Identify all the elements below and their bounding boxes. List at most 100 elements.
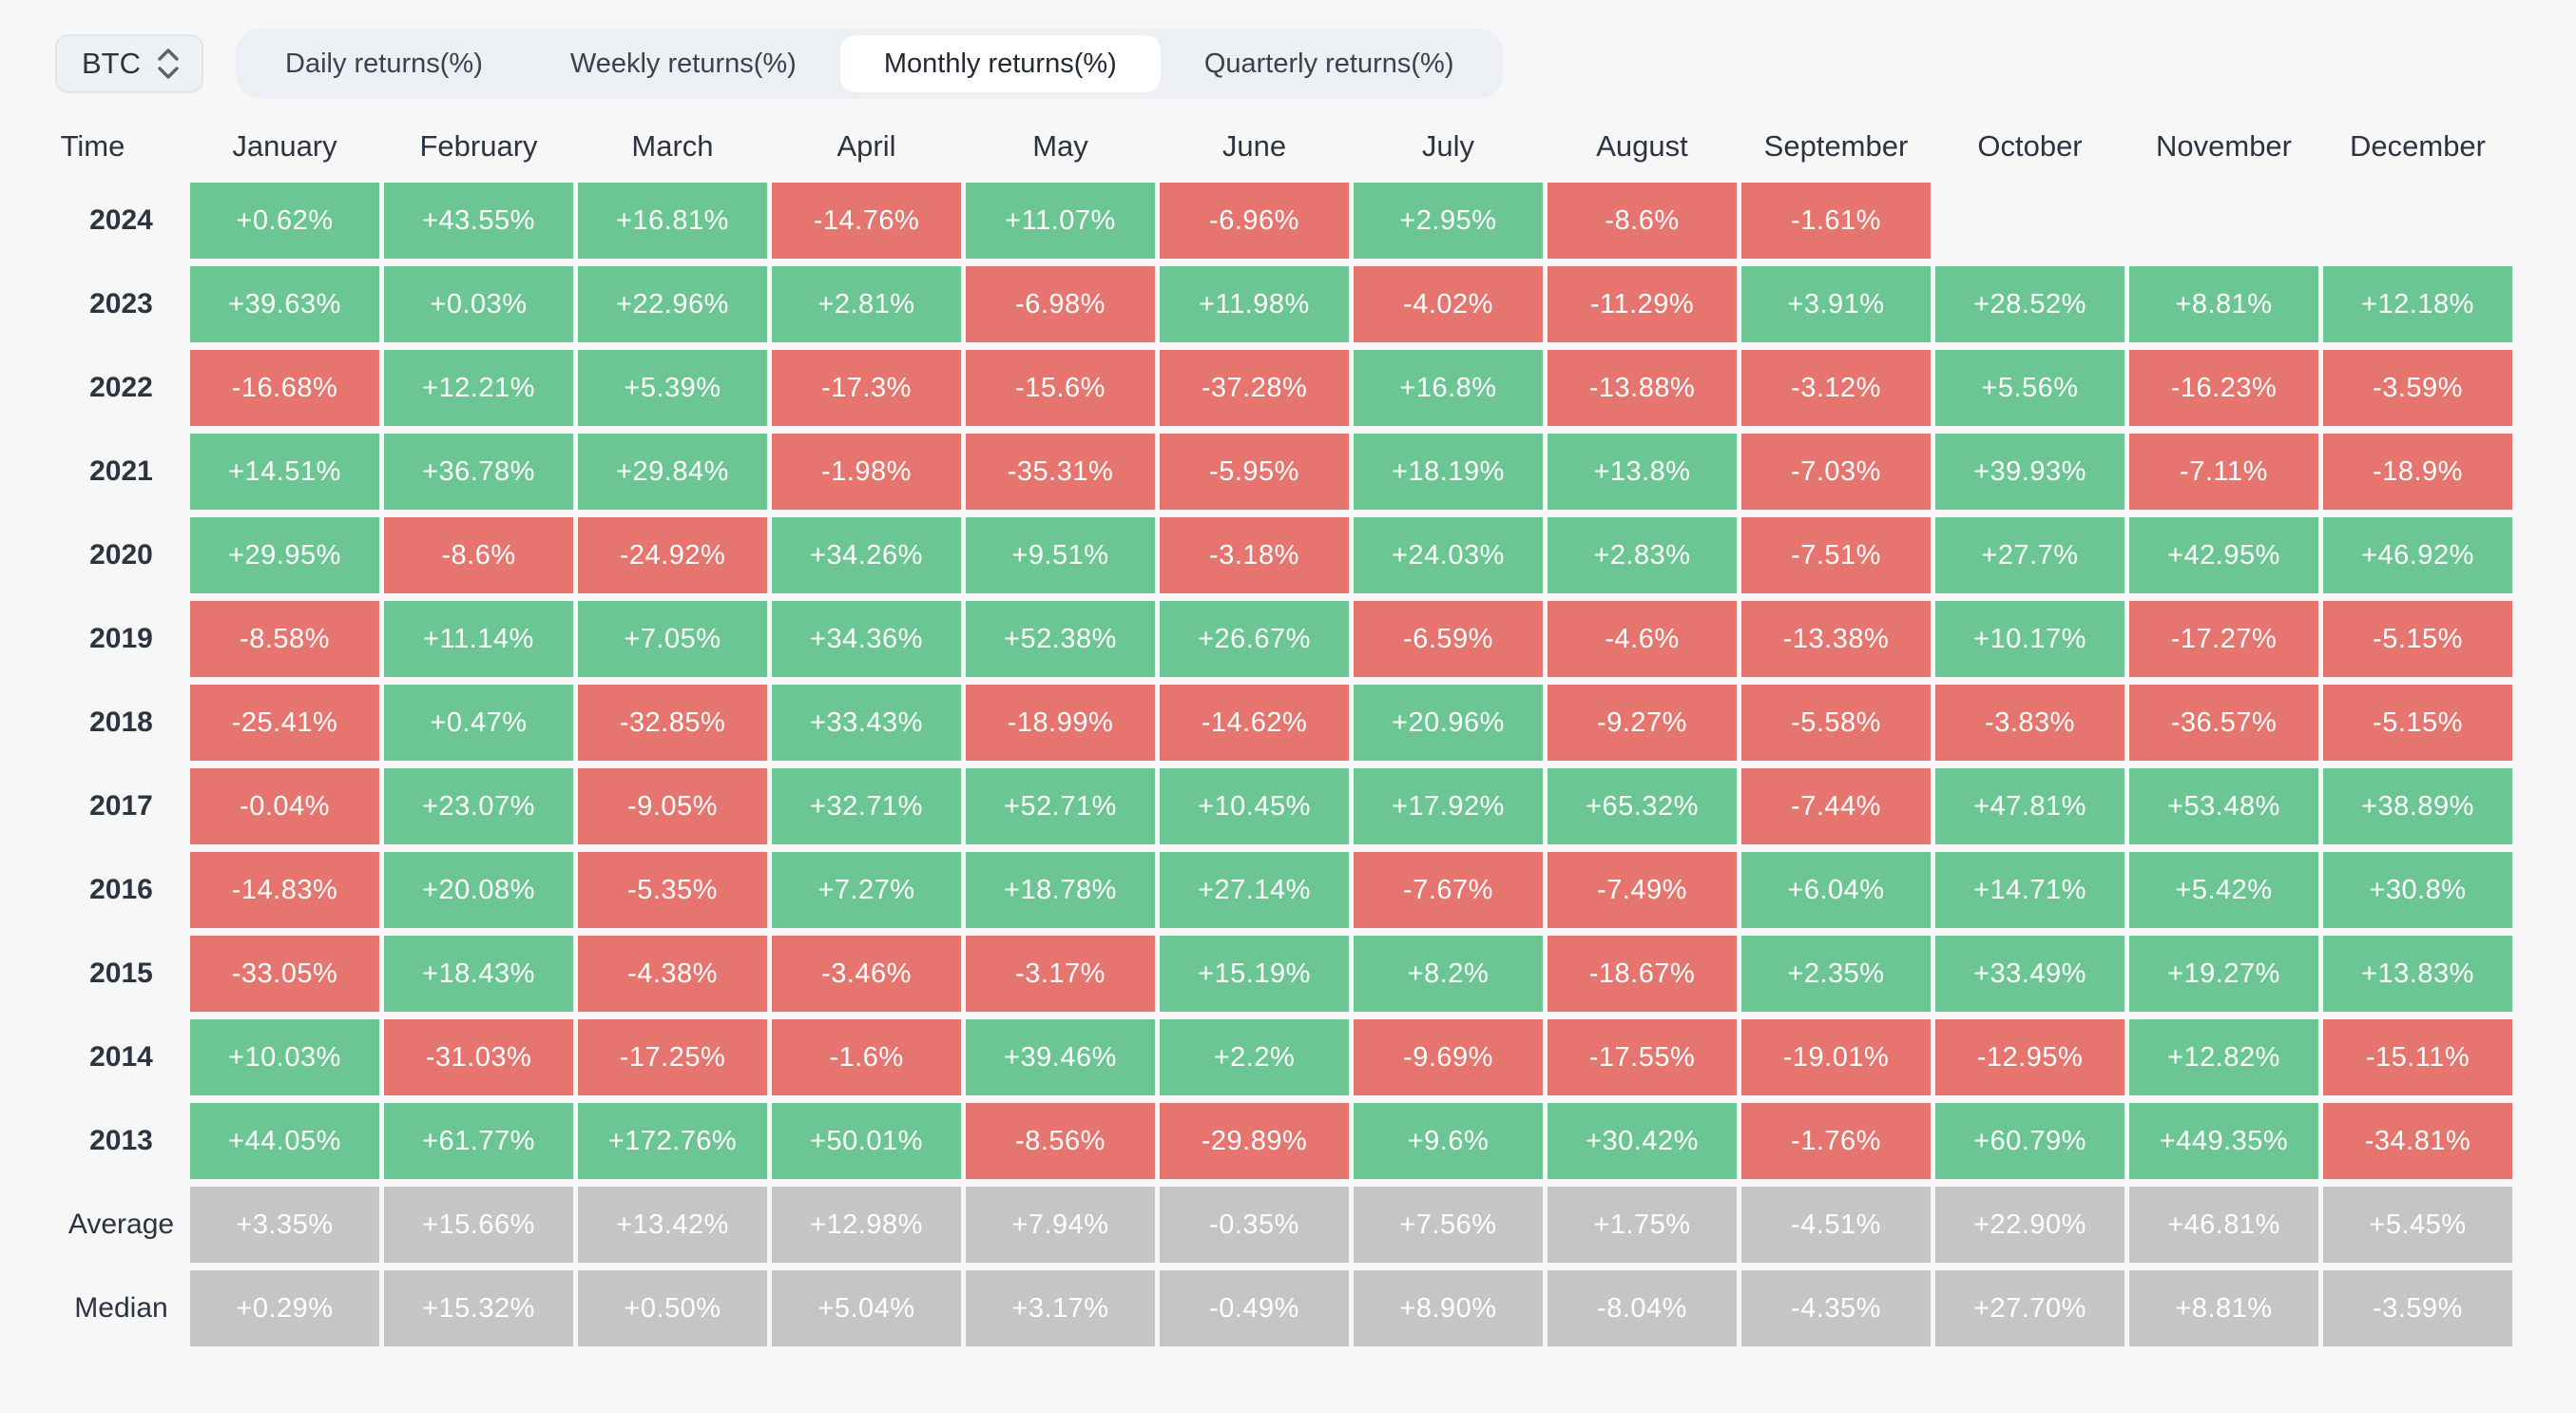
return-cell: +18.78% — [966, 852, 1155, 928]
return-cell: +13.42% — [578, 1187, 767, 1263]
return-cell: +10.03% — [190, 1019, 379, 1095]
return-cell: -17.27% — [2129, 601, 2318, 677]
return-cell: +60.79% — [1935, 1103, 2124, 1179]
return-cell: -0.49% — [1160, 1270, 1349, 1346]
return-cell: +11.07% — [966, 183, 1155, 259]
return-cell: -24.92% — [578, 517, 767, 593]
return-cell: -5.95% — [1160, 434, 1349, 510]
return-cell: -15.6% — [966, 350, 1155, 426]
return-cell: +52.38% — [966, 601, 1155, 677]
return-cell: -5.35% — [578, 852, 767, 928]
return-cell: +5.04% — [772, 1270, 961, 1346]
return-cell: +15.66% — [384, 1187, 573, 1263]
return-cell: -4.51% — [1741, 1187, 1931, 1263]
return-cell: +46.81% — [2129, 1187, 2318, 1263]
tab-bar: Daily returns(%) Weekly returns(%) Monthly… — [236, 29, 1504, 99]
column-header-june: June — [1221, 129, 1287, 163]
return-cell: -0.35% — [1160, 1187, 1349, 1263]
return-cell: +38.89% — [2323, 768, 2512, 844]
return-cell: -15.11% — [2323, 1019, 2512, 1095]
return-cell: +16.8% — [1354, 350, 1543, 426]
return-cell: +0.50% — [578, 1270, 767, 1346]
return-cell: -4.38% — [578, 936, 767, 1012]
return-cell: -18.99% — [966, 685, 1155, 761]
returns-table: Time January February March April May June July… — [0, 118, 2576, 1346]
return-cell: +449.35% — [2129, 1103, 2318, 1179]
return-cell: +36.78% — [384, 434, 573, 510]
return-cell: +15.32% — [384, 1270, 573, 1346]
return-cell: -13.88% — [1548, 350, 1737, 426]
return-cell: -31.03% — [384, 1019, 573, 1095]
empty-cell — [2129, 183, 2318, 259]
return-cell: +5.45% — [2323, 1187, 2512, 1263]
row-label-average: Average — [67, 1209, 175, 1240]
return-cell: -1.61% — [1741, 183, 1931, 259]
tab-monthly-returns[interactable]: Monthly returns(%) — [839, 35, 1161, 92]
return-cell: -3.18% — [1160, 517, 1349, 593]
return-cell: -1.6% — [772, 1019, 961, 1095]
return-cell: +33.49% — [1935, 936, 2124, 1012]
asset-selector[interactable]: BTC — [55, 34, 203, 93]
tab-daily-returns[interactable]: Daily returns(%) — [285, 48, 483, 79]
return-cell: -18.9% — [2323, 434, 2512, 510]
return-cell: +61.77% — [384, 1103, 573, 1179]
return-cell: +53.48% — [2129, 768, 2318, 844]
return-cell: -13.38% — [1741, 601, 1931, 677]
return-cell: +32.71% — [772, 768, 961, 844]
return-cell: -33.05% — [190, 936, 379, 1012]
return-cell: +7.56% — [1354, 1187, 1543, 1263]
return-cell: -7.51% — [1741, 517, 1931, 593]
return-cell: +28.52% — [1935, 266, 2124, 342]
return-cell: -8.6% — [1548, 183, 1737, 259]
return-cell: -4.02% — [1354, 266, 1543, 342]
return-cell: -19.01% — [1741, 1019, 1931, 1095]
return-cell: +13.83% — [2323, 936, 2512, 1012]
return-cell: +6.04% — [1741, 852, 1931, 928]
return-cell: +20.08% — [384, 852, 573, 928]
return-cell: +29.84% — [578, 434, 767, 510]
return-cell: +7.94% — [966, 1187, 1155, 1263]
return-cell: +27.70% — [1935, 1270, 2124, 1346]
return-cell: +172.76% — [578, 1103, 767, 1179]
return-cell: -14.83% — [190, 852, 379, 928]
return-cell: +34.36% — [772, 601, 961, 677]
return-cell: +34.26% — [772, 517, 961, 593]
return-cell: +12.18% — [2323, 266, 2512, 342]
return-cell: -8.58% — [190, 601, 379, 677]
return-cell: -7.03% — [1741, 434, 1931, 510]
return-cell: +5.42% — [2129, 852, 2318, 928]
return-cell: -5.15% — [2323, 685, 2512, 761]
return-cell: +39.63% — [190, 266, 379, 342]
return-cell: -1.98% — [772, 434, 961, 510]
return-cell: +2.81% — [772, 266, 961, 342]
return-cell: +13.8% — [1548, 434, 1737, 510]
return-cell: +11.98% — [1160, 266, 1349, 342]
column-header-september: September — [1763, 129, 1909, 163]
return-cell: -14.62% — [1160, 685, 1349, 761]
return-cell: +10.17% — [1935, 601, 2124, 677]
return-cell: +0.29% — [190, 1270, 379, 1346]
return-cell: +14.71% — [1935, 852, 2124, 928]
return-cell: -0.04% — [190, 768, 379, 844]
return-cell: -17.3% — [772, 350, 961, 426]
return-cell: +2.83% — [1548, 517, 1737, 593]
return-cell: +11.14% — [384, 601, 573, 677]
return-cell: +44.05% — [190, 1103, 379, 1179]
tab-weekly-returns[interactable]: Weekly returns(%) — [569, 48, 797, 79]
row-label-2019: 2019 — [89, 623, 153, 654]
return-cell: -3.17% — [966, 936, 1155, 1012]
column-header-march: March — [631, 129, 714, 163]
empty-cell — [1935, 183, 2124, 259]
return-cell: -9.05% — [578, 768, 767, 844]
return-cell: -6.98% — [966, 266, 1155, 342]
column-header-november: November — [2156, 129, 2292, 163]
column-header-time: Time — [60, 129, 125, 163]
return-cell: +0.03% — [384, 266, 573, 342]
return-cell: -25.41% — [190, 685, 379, 761]
return-cell: +7.27% — [772, 852, 961, 928]
return-cell: +8.81% — [2129, 1270, 2318, 1346]
return-cell: +12.98% — [772, 1187, 961, 1263]
row-label-2020: 2020 — [89, 539, 153, 571]
tab-quarterly-returns[interactable]: Quarterly returns(%) — [1203, 48, 1454, 79]
return-cell: +8.90% — [1354, 1270, 1543, 1346]
